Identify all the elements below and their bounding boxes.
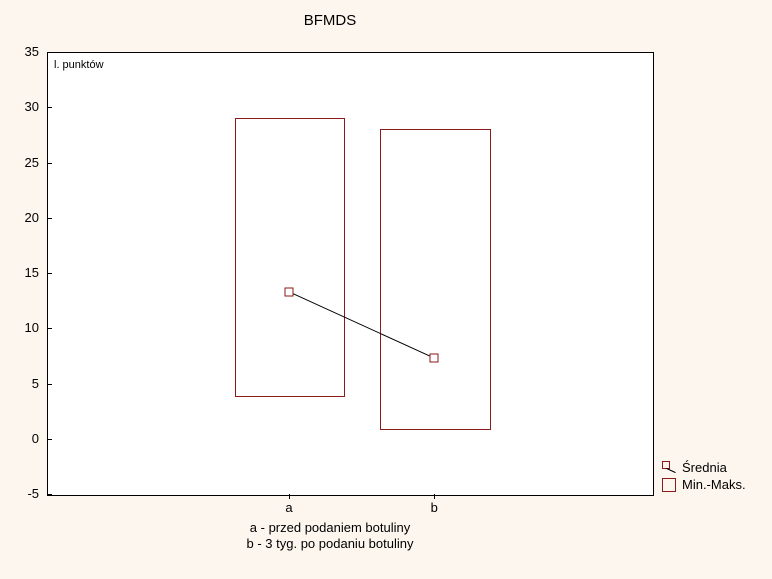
mean-marker [285, 287, 294, 296]
ytick-mark [47, 494, 52, 495]
ytick-label: 35 [0, 44, 39, 59]
ytick-mark [47, 439, 52, 440]
xtick-mark [434, 494, 435, 499]
legend-item-mean: Średnia [662, 460, 746, 475]
chart-subtitle: b - 3 tyg. po podaniu botuliny [0, 536, 660, 551]
ytick-mark [47, 273, 52, 274]
ytick-label: 10 [0, 320, 39, 335]
xtick-label: a [285, 500, 292, 515]
ytick-mark [47, 52, 52, 53]
plot-area: l. punktów [47, 52, 654, 496]
legend-mean-label: Średnia [682, 460, 727, 475]
ytick-label: 30 [0, 99, 39, 114]
chart-container: BFMDS l. punktów Średnia Min.-Maks. -5 0 5… [0, 0, 772, 579]
mean-marker-icon [662, 461, 676, 475]
ytick-mark [47, 163, 52, 164]
xtick-mark [289, 494, 290, 499]
ytick-label: 25 [0, 155, 39, 170]
chart-title: BFMDS [0, 12, 660, 29]
ytick-label: 5 [0, 376, 39, 391]
ytick-label: 15 [0, 265, 39, 280]
minmax-box [380, 129, 491, 429]
ytick-mark [47, 384, 52, 385]
ytick-label: 20 [0, 210, 39, 225]
chart-subtitle: a - przed podaniem botuliny [0, 520, 660, 535]
mean-marker [430, 354, 439, 363]
legend: Średnia Min.-Maks. [662, 460, 746, 494]
box-icon [662, 478, 676, 492]
y-axis-label: l. punktów [54, 59, 104, 71]
legend-item-minmax: Min.-Maks. [662, 477, 746, 492]
ytick-mark [47, 107, 52, 108]
xtick-label: b [431, 500, 438, 515]
legend-minmax-label: Min.-Maks. [682, 477, 746, 492]
ytick-mark [47, 328, 52, 329]
minmax-box [235, 118, 346, 396]
ytick-label: -5 [0, 486, 39, 501]
ytick-mark [47, 218, 52, 219]
ytick-label: 0 [0, 431, 39, 446]
